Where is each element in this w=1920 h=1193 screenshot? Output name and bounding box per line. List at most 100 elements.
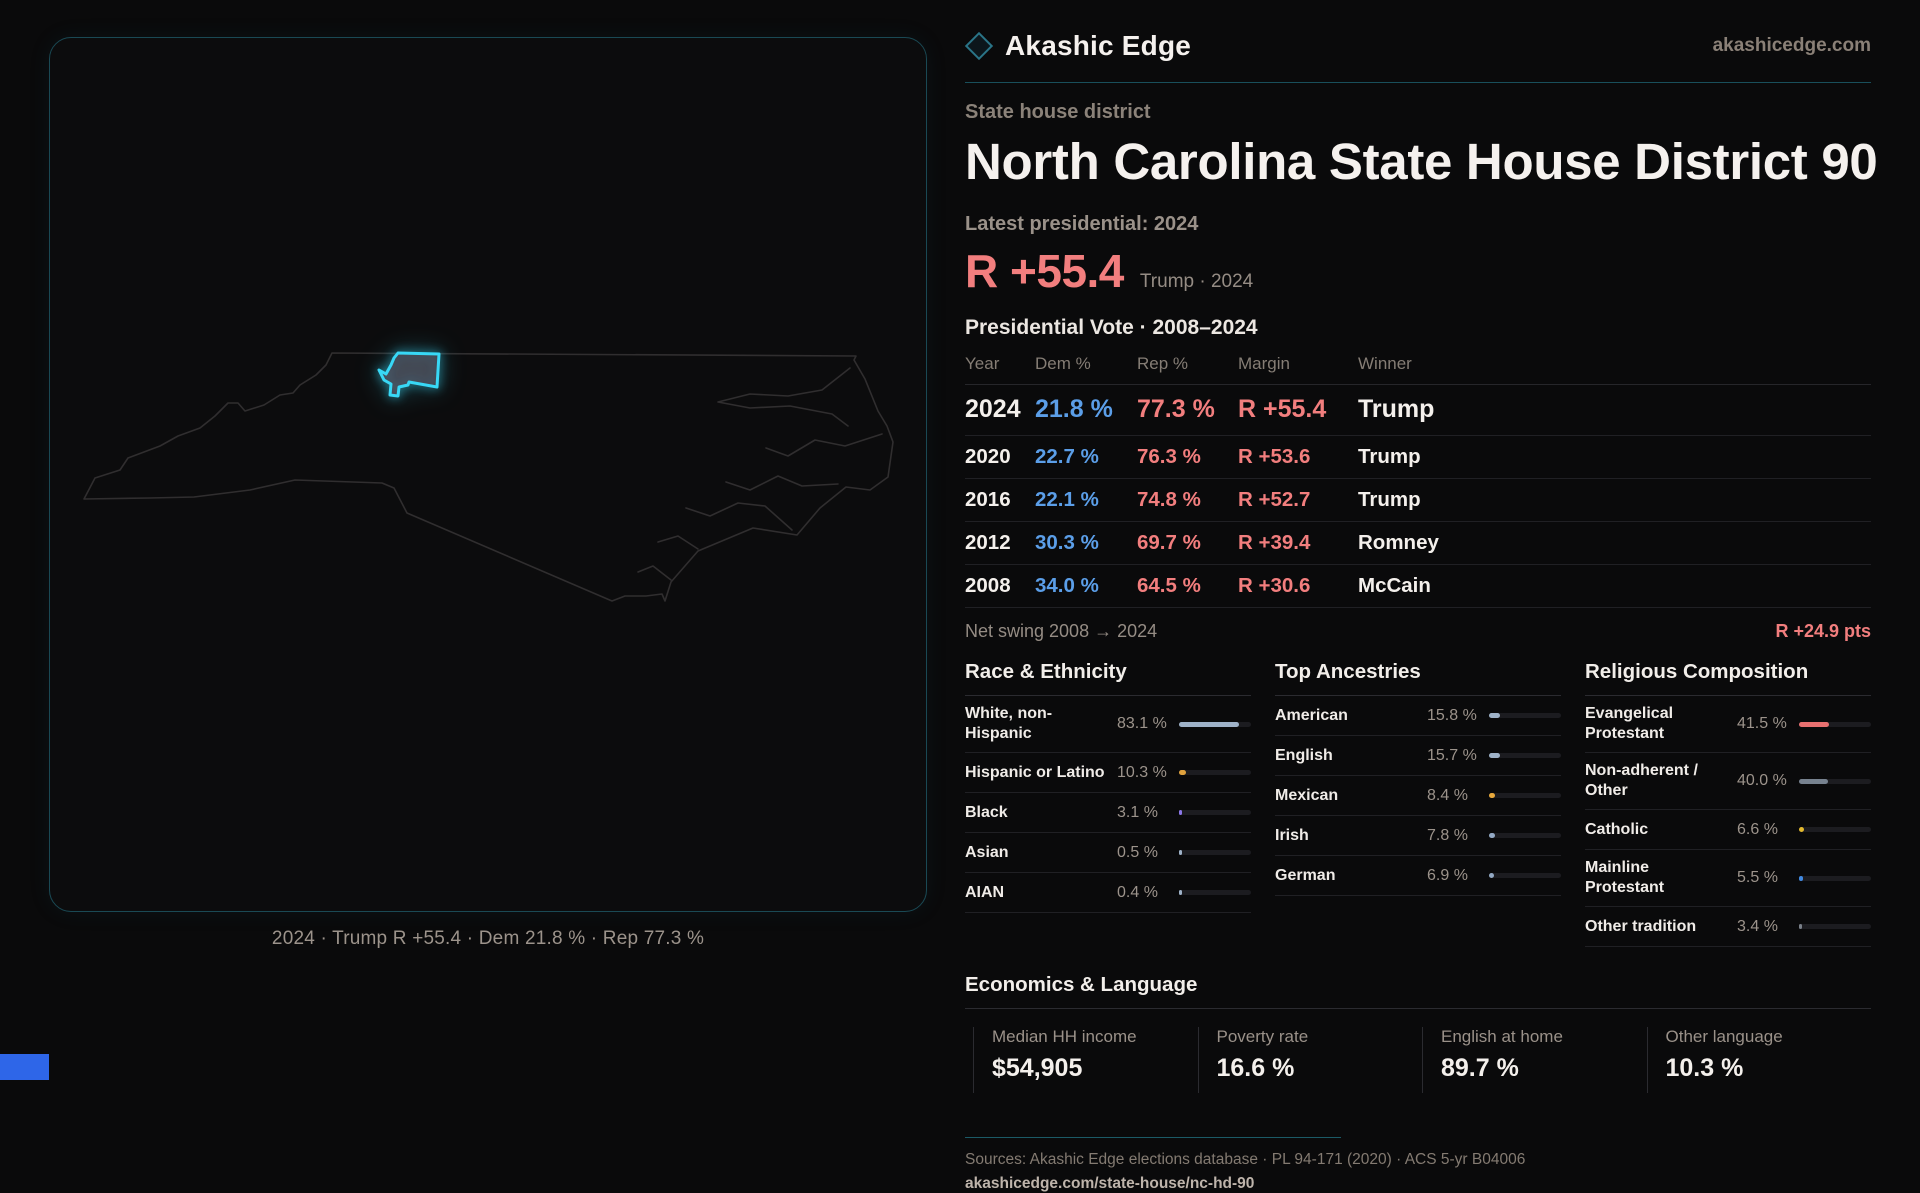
table-cell: R +30.6 bbox=[1238, 565, 1358, 607]
bar-fill bbox=[1799, 779, 1828, 784]
page-title: North Carolina State House District 90 bbox=[965, 132, 1871, 191]
demographics-grid: Race & Ethnicity White, non-Hispanic 83.1 … bbox=[965, 660, 1871, 947]
table-cell: R +52.7 bbox=[1238, 479, 1358, 521]
sound-detail bbox=[726, 476, 838, 490]
column-header: Dem % bbox=[1035, 354, 1137, 374]
stat-value: 89.7 % bbox=[1441, 1054, 1647, 1083]
sources-text: Sources: Akashic Edge elections database… bbox=[965, 1151, 1871, 1169]
headline-sub: Trump · 2024 bbox=[1140, 271, 1253, 293]
header-divider bbox=[965, 82, 1871, 83]
bar-track bbox=[1489, 873, 1561, 878]
demo-label: Non-adherent / Other bbox=[1585, 761, 1729, 801]
net-swing-row: Net swing 2008 → 2024 R +24.9 pts bbox=[965, 608, 1871, 648]
content-column: Akashic Edge akashicedge.com State house… bbox=[965, 24, 1871, 1193]
section-title: Religious Composition bbox=[1585, 660, 1871, 696]
stat-value: $54,905 bbox=[992, 1054, 1198, 1083]
table-cell: 69.7 % bbox=[1137, 522, 1238, 564]
column-header: Winner bbox=[1358, 354, 1871, 374]
bar-track bbox=[1179, 722, 1251, 727]
stat-label: English at home bbox=[1441, 1027, 1647, 1047]
bar-fill bbox=[1799, 827, 1804, 832]
demo-label: White, non-Hispanic bbox=[965, 704, 1109, 744]
vote-table-title: Presidential Vote · 2008–2024 bbox=[965, 316, 1871, 340]
table-cell: R +53.6 bbox=[1238, 436, 1358, 478]
demo-value: 0.4 % bbox=[1117, 884, 1171, 902]
bar-track bbox=[1489, 793, 1561, 798]
bar-track bbox=[1799, 779, 1871, 784]
state-outline bbox=[84, 353, 893, 601]
table-cell: McCain bbox=[1358, 565, 1871, 607]
bar-fill bbox=[1799, 924, 1802, 929]
table-cell: R +39.4 bbox=[1238, 522, 1358, 564]
table-cell: 22.7 % bbox=[1035, 436, 1137, 478]
district-90-shape[interactable] bbox=[379, 353, 439, 396]
bar-track bbox=[1489, 713, 1561, 718]
footer: Sources: Akashic Edge elections database… bbox=[965, 1137, 1871, 1193]
demo-label: Black bbox=[965, 803, 1109, 823]
column-header: Margin bbox=[1238, 354, 1358, 374]
table-cell: 64.5 % bbox=[1137, 565, 1238, 607]
demo-label: Catholic bbox=[1585, 820, 1729, 840]
demo-value: 83.1 % bbox=[1117, 715, 1171, 733]
list-item: English 15.7 % bbox=[1275, 736, 1561, 776]
table-cell: Trump bbox=[1358, 436, 1871, 478]
bar-track bbox=[1489, 753, 1561, 758]
table-cell: 74.8 % bbox=[1137, 479, 1238, 521]
brand-domain-link[interactable]: akashicedge.com bbox=[1713, 35, 1871, 57]
bar-track bbox=[1799, 722, 1871, 727]
bar-fill bbox=[1179, 850, 1182, 855]
stat-cell: Other language 10.3 % bbox=[1647, 1027, 1872, 1093]
table-cell: 2008 bbox=[965, 565, 1035, 607]
table-cell: Trump bbox=[1358, 479, 1871, 521]
table-cell: 34.0 % bbox=[1035, 565, 1137, 607]
demo-label: German bbox=[1275, 866, 1419, 886]
section-title: Race & Ethnicity bbox=[965, 660, 1251, 696]
brand-name: Akashic Edge bbox=[1005, 30, 1191, 62]
demo-label: Hispanic or Latino bbox=[965, 763, 1109, 783]
footer-divider bbox=[965, 1137, 1341, 1138]
stat-value: 10.3 % bbox=[1666, 1054, 1872, 1083]
bar-track bbox=[1179, 810, 1251, 815]
coast-detail bbox=[638, 536, 698, 580]
stat-cell: English at home 89.7 % bbox=[1422, 1027, 1647, 1093]
table-cell: R +55.4 bbox=[1238, 385, 1358, 435]
bar-fill bbox=[1179, 770, 1186, 775]
brand-diamond-icon bbox=[965, 32, 993, 60]
bar-fill bbox=[1179, 722, 1239, 727]
demo-label: English bbox=[1275, 746, 1419, 766]
table-cell: 22.1 % bbox=[1035, 479, 1137, 521]
table-cell: 77.3 % bbox=[1137, 385, 1238, 435]
demo-value: 15.7 % bbox=[1427, 747, 1481, 765]
permalink[interactable]: akashicedge.com/state-house/nc-hd-90 bbox=[965, 1175, 1254, 1193]
bar-fill bbox=[1799, 722, 1829, 727]
bar-fill bbox=[1179, 890, 1182, 895]
bar-fill bbox=[1179, 810, 1182, 815]
headline-margin-block: R +55.4 Trump · 2024 bbox=[965, 244, 1871, 298]
economics-section: Economics & Language Median HH income$54… bbox=[965, 973, 1871, 1093]
demo-label: American bbox=[1275, 706, 1419, 726]
demo-value: 41.5 % bbox=[1737, 715, 1791, 733]
bar-track bbox=[1799, 827, 1871, 832]
stat-label: Other language bbox=[1666, 1027, 1872, 1047]
demo-label: Mexican bbox=[1275, 786, 1419, 806]
bar-track bbox=[1489, 833, 1561, 838]
demo-value: 5.5 % bbox=[1737, 869, 1791, 887]
stat-value: 16.6 % bbox=[1217, 1054, 1423, 1083]
